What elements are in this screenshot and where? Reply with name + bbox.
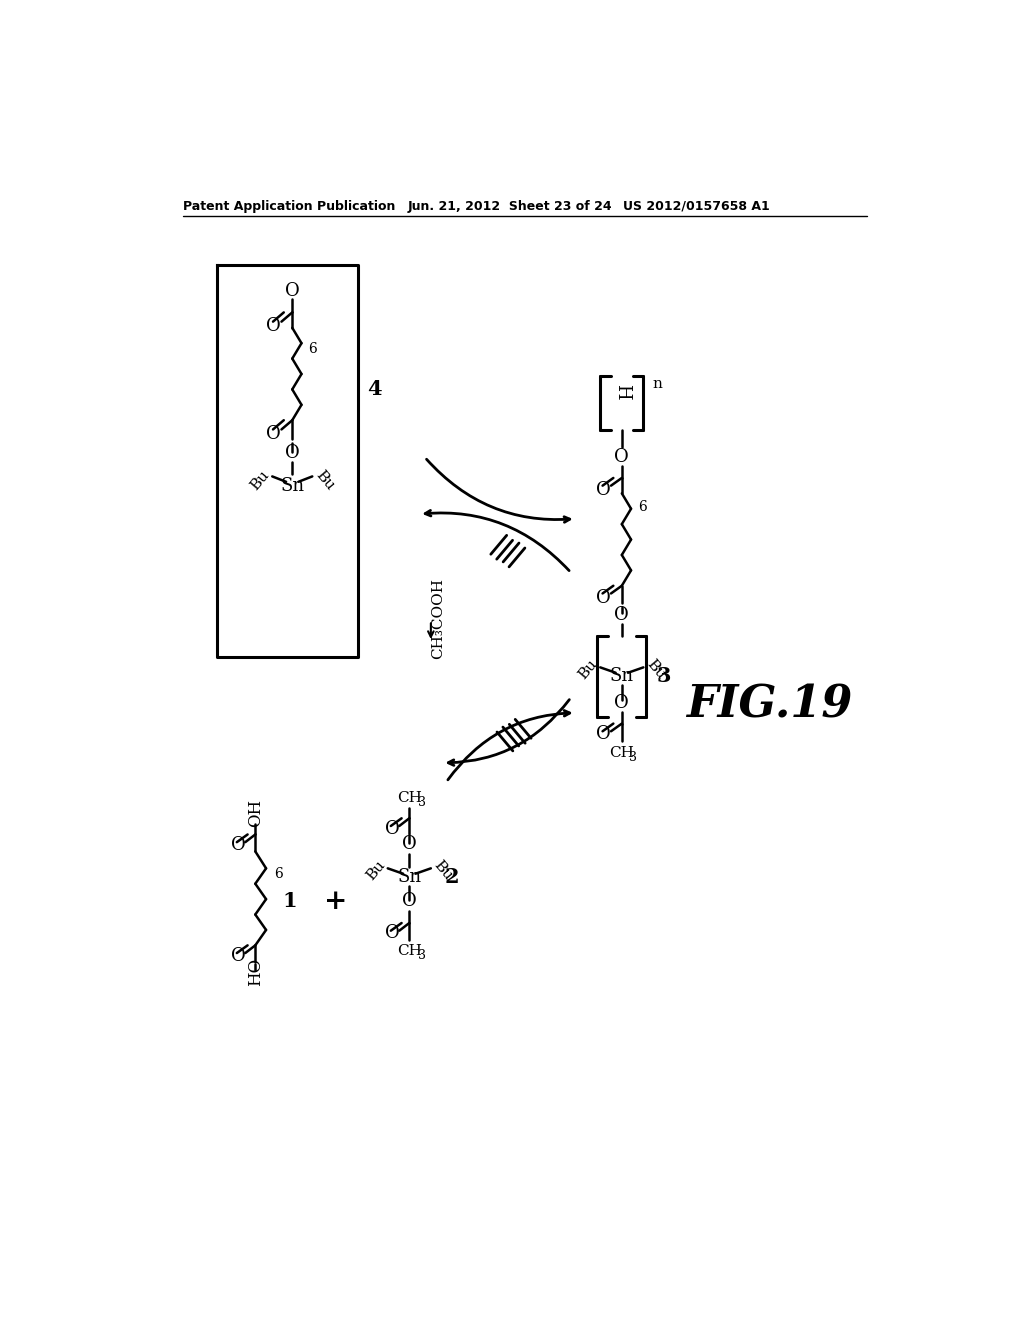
Text: O: O [614,606,629,624]
Text: O: O [266,317,282,335]
Text: Bu: Bu [312,467,337,492]
Text: O: O [385,820,399,838]
Text: O: O [614,449,629,466]
Text: HO: HO [247,958,264,986]
Text: OH: OH [247,799,264,826]
Text: H: H [612,384,631,400]
Text: 3: 3 [629,751,637,764]
Text: Sn: Sn [281,477,304,495]
Text: n: n [652,378,663,391]
Text: Sn: Sn [397,867,421,886]
Text: Bu: Bu [575,657,600,682]
Text: 6: 6 [274,867,283,880]
Text: Sn: Sn [609,667,634,685]
Text: O: O [385,924,399,942]
Text: O: O [231,837,246,854]
Text: CH: CH [609,746,634,760]
Text: O: O [266,425,282,444]
Text: Patent Application Publication: Patent Application Publication [183,199,395,213]
Text: 3: 3 [418,796,426,809]
Text: O: O [402,836,417,854]
Text: Bu: Bu [364,858,387,883]
Text: +: + [325,888,348,915]
Text: CH₃COOH: CH₃COOH [431,578,445,660]
Text: 3: 3 [656,665,671,686]
Text: Jun. 21, 2012  Sheet 23 of 24: Jun. 21, 2012 Sheet 23 of 24 [408,199,612,213]
Text: 6: 6 [308,342,316,356]
Text: O: O [596,726,610,743]
Text: O: O [596,589,610,607]
Text: 3: 3 [418,949,426,962]
Text: 2: 2 [444,867,459,887]
Text: FIG.19: FIG.19 [686,684,853,726]
Text: 6: 6 [638,500,647,515]
Text: CH: CH [397,791,422,804]
Text: Bu: Bu [248,467,272,492]
Text: Bu: Bu [431,858,456,883]
Text: CH: CH [397,944,422,958]
Text: O: O [596,482,610,499]
Text: O: O [614,694,629,711]
Text: US 2012/0157658 A1: US 2012/0157658 A1 [624,199,770,213]
Text: O: O [285,445,300,462]
Text: Bu: Bu [644,657,668,682]
Text: O: O [402,892,417,911]
Text: 4: 4 [368,379,382,400]
Text: O: O [231,948,246,965]
Text: O: O [285,282,300,300]
Text: 1: 1 [283,891,297,911]
